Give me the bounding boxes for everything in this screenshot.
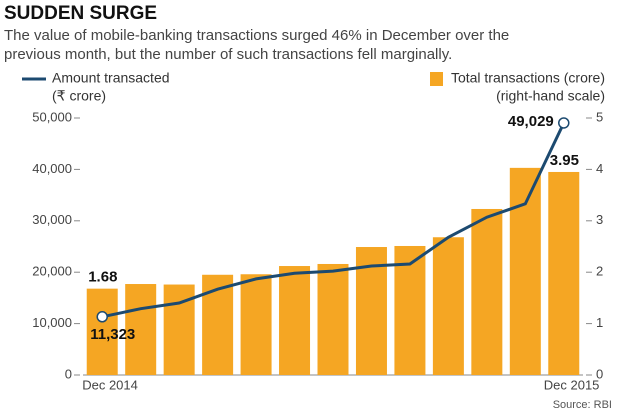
x-tick-label: Dec 2014 <box>82 377 138 392</box>
bar <box>125 284 157 375</box>
y-tick-label: 40,000 <box>32 161 72 176</box>
value-label: 49,029 <box>508 113 554 130</box>
bar <box>509 167 541 375</box>
bar <box>394 245 426 375</box>
bar <box>240 274 272 375</box>
y2-tick-label: 3 <box>596 212 603 227</box>
y-tick-label: 30,000 <box>32 212 72 227</box>
chart-subtitle: The value of mobile-banking transactions… <box>4 27 509 44</box>
bar <box>471 208 503 375</box>
bar <box>548 171 580 375</box>
legend-label: Amount transacted <box>52 70 170 86</box>
chart-title: SUDDEN SURGE <box>4 3 157 24</box>
y-tick-label: 10,000 <box>32 315 72 330</box>
y-tick-label: 20,000 <box>32 264 72 279</box>
source: Source: RBI <box>553 399 612 411</box>
y-tick-label: 0 <box>65 366 72 381</box>
bar <box>317 263 349 375</box>
legend-swatch <box>430 72 443 86</box>
bar <box>432 237 464 375</box>
line <box>101 122 566 319</box>
y2-tick-label: 1 <box>596 315 603 330</box>
y2-tick-label: 5 <box>596 109 603 124</box>
y2-tick-label: 2 <box>596 264 603 279</box>
y2-tick-label: 0 <box>596 366 603 381</box>
value-label: 1.68 <box>88 269 117 286</box>
y2-tick-label: 4 <box>596 161 603 176</box>
chart-subtitle: previous month, but the number of such t… <box>4 46 452 63</box>
legend-label: Total transactions (crore) <box>451 70 605 86</box>
point <box>558 117 570 129</box>
bar <box>279 266 311 375</box>
x-tick-label: Dec 2015 <box>544 377 600 392</box>
value-label: 11,323 <box>90 326 135 343</box>
legend-note: (right-hand scale) <box>496 88 605 104</box>
value-label: 3.95 <box>550 152 579 169</box>
legend-note: (₹ crore) <box>52 88 106 104</box>
y-tick-label: 50,000 <box>32 109 72 124</box>
point <box>96 311 108 323</box>
bar <box>86 288 118 375</box>
